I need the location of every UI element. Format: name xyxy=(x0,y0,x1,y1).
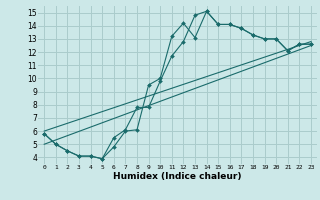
X-axis label: Humidex (Indice chaleur): Humidex (Indice chaleur) xyxy=(113,172,242,181)
